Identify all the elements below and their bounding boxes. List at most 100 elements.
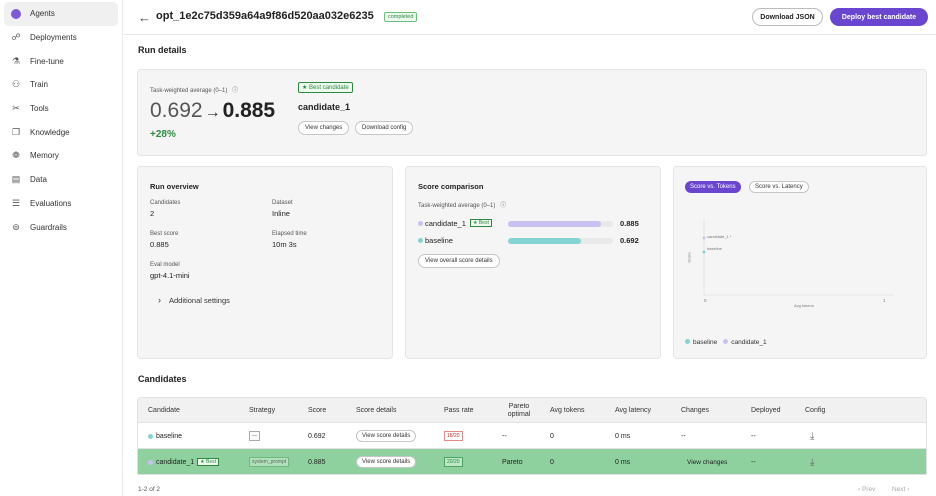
sidebar-item-label: Data [30, 175, 47, 185]
table-row[interactable]: baseline — 0.692 View score details 18/2… [137, 423, 927, 449]
sidebar-item-label: Deployments [30, 33, 77, 43]
page-title: opt_1e2c75d359a64a9f86d520aa032e6235 [156, 10, 374, 22]
sidebar-item-tools[interactable]: ✂ Tools [4, 97, 118, 121]
sidebar-item-label: Guardrails [30, 222, 67, 232]
download-icon[interactable]: ⤓ [810, 456, 815, 468]
column-header: Config [805, 407, 826, 414]
pass-rate-badge: 18/20 [444, 431, 463, 441]
column-header: Strategy [249, 407, 276, 414]
pass-rate-badge: 20/20 [444, 457, 463, 467]
score-cell: 0.692 [308, 432, 326, 440]
score-bar [508, 238, 581, 244]
pareto-cell: -- [502, 432, 507, 440]
run-details-title: Run details [138, 45, 187, 55]
view-changes-button[interactable]: View changes [298, 121, 350, 135]
legend-dot [148, 459, 153, 465]
column-header: Deployed [751, 407, 781, 414]
candidates-title: Candidates [138, 374, 187, 384]
score-bar-track [508, 238, 613, 244]
scatter-plot [702, 219, 894, 296]
view-score-details-button[interactable]: View score details [356, 456, 417, 468]
tab-score-vs-latency[interactable]: Score vs. Latency [749, 181, 809, 193]
download-icon[interactable]: ⤓ [810, 430, 815, 442]
eval-model-label: Eval model [150, 262, 180, 268]
dataset-label: Dataset [272, 200, 293, 206]
view-overall-score-details-button[interactable]: View overall score details [418, 254, 500, 268]
candidates-table: Candidate Strategy Score Score details P… [137, 397, 927, 475]
column-header: Avg latency [615, 407, 652, 414]
x-tick-0: 0 [704, 298, 707, 303]
additional-settings-toggle[interactable]: › Additional settings [158, 295, 230, 305]
legend-dot [723, 339, 729, 344]
score-row-baseline: baseline 0.692 [418, 235, 650, 247]
deploy-best-candidate-button[interactable]: Deploy best candidate [830, 8, 928, 26]
x-axis-label: Avg tokens [794, 303, 814, 308]
arrow-icon: → [204, 104, 221, 121]
finetune-icon: ⚗ [11, 55, 21, 66]
candidate-name: candidate_1 [156, 458, 195, 466]
legend-baseline: baseline [693, 339, 718, 346]
sidebar-item-label: Knowledge [30, 127, 70, 137]
legend-dot [418, 238, 423, 243]
point-label-candidate-1: candidate_1 * [707, 234, 732, 239]
main-content: ← opt_1e2c75d359a64a9f86d520aa032e6235 c… [124, 0, 936, 496]
scatter-card: Score vs. Tokens Score vs. Latency candi… [673, 166, 927, 359]
next-page-button[interactable]: Next › [892, 486, 910, 493]
best-score: 0.885 [222, 99, 276, 122]
score-row-candidate-1: candidate_1 ★ Best 0.885 [418, 218, 650, 230]
sidebar-item-deployments[interactable]: ☍ Deployments [4, 26, 118, 50]
scatter-point-baseline [702, 250, 706, 254]
table-row[interactable]: candidate_1 ★ Best system_prompt 0.885 Vi… [137, 449, 927, 475]
sidebar-item-data[interactable]: ▤ Data [4, 168, 118, 192]
score-change: 0.692 →0.885 [150, 99, 275, 123]
avg-tokens-cell: 0 [550, 432, 554, 440]
sidebar-item-train[interactable]: ⚇ Train [4, 73, 118, 97]
sidebar-item-evaluations[interactable]: ☰ Evaluations [4, 192, 118, 216]
evaluations-icon: ☰ [11, 197, 21, 208]
run-overview-card: Run overview Candidates 2 Dataset Inline… [137, 166, 393, 359]
changes-cell: -- [681, 432, 686, 440]
score-comparison-card: Score comparison Task-weighted average (… [405, 166, 661, 359]
info-icon[interactable]: ⓘ [232, 88, 239, 94]
column-header: Score details [356, 407, 397, 414]
column-header: Avg tokens [550, 407, 585, 414]
train-icon: ⚇ [11, 79, 21, 90]
back-arrow-icon[interactable]: ← [138, 10, 151, 25]
scatter-point-candidate-1 [702, 236, 706, 240]
tools-icon: ✂ [12, 103, 20, 114]
sidebar-item-guardrails[interactable]: ⊜ Guardrails [4, 215, 118, 239]
run-overview-title: Run overview [150, 182, 199, 191]
point-label-baseline: baseline [707, 246, 722, 251]
data-icon: ▤ [11, 174, 21, 185]
view-score-details-button[interactable]: View score details [356, 430, 417, 442]
best-candidate-name: candidate_1 [298, 102, 351, 112]
prev-page-button[interactable]: ‹ Prev [858, 486, 876, 493]
status-badge: completed [384, 12, 418, 22]
sidebar-item-knowledge[interactable]: ❐ Knowledge [4, 120, 118, 144]
elapsed-label: Elapsed time [272, 231, 307, 237]
view-changes-link[interactable]: View changes [687, 458, 728, 466]
sidebar-item-agents[interactable]: Agents [4, 2, 118, 26]
knowledge-icon: ❐ [11, 126, 21, 137]
tab-score-vs-tokens[interactable]: Score vs. Tokens [685, 181, 741, 193]
legend-dot [685, 339, 690, 344]
score-bar [508, 221, 601, 227]
sidebar-item-finetune[interactable]: ⚗ Fine-tune [4, 49, 118, 73]
improvement-text: +28% [150, 129, 176, 140]
deployed-cell: -- [751, 458, 756, 466]
best-badge: ★ Best [470, 219, 492, 227]
download-config-button[interactable]: Download config [355, 121, 414, 135]
candidates-label: Candidates [150, 200, 181, 206]
y-axis-label: Score [686, 252, 692, 263]
agent-icon [11, 8, 21, 19]
sidebar-item-memory[interactable]: ❁ Memory [4, 144, 118, 168]
info-icon[interactable]: ⓘ [500, 203, 507, 209]
metric-label: Task-weighted average (0–1) [150, 88, 228, 94]
best-score-label: Best score [150, 231, 179, 237]
elapsed-value: 10m 3s [272, 240, 297, 249]
score-bar-track [508, 221, 613, 227]
chevron-right-icon: › [158, 295, 161, 305]
score-value: 0.885 [620, 219, 639, 228]
guardrails-icon: ⊜ [12, 221, 20, 232]
download-json-button[interactable]: Download JSON [752, 8, 823, 26]
